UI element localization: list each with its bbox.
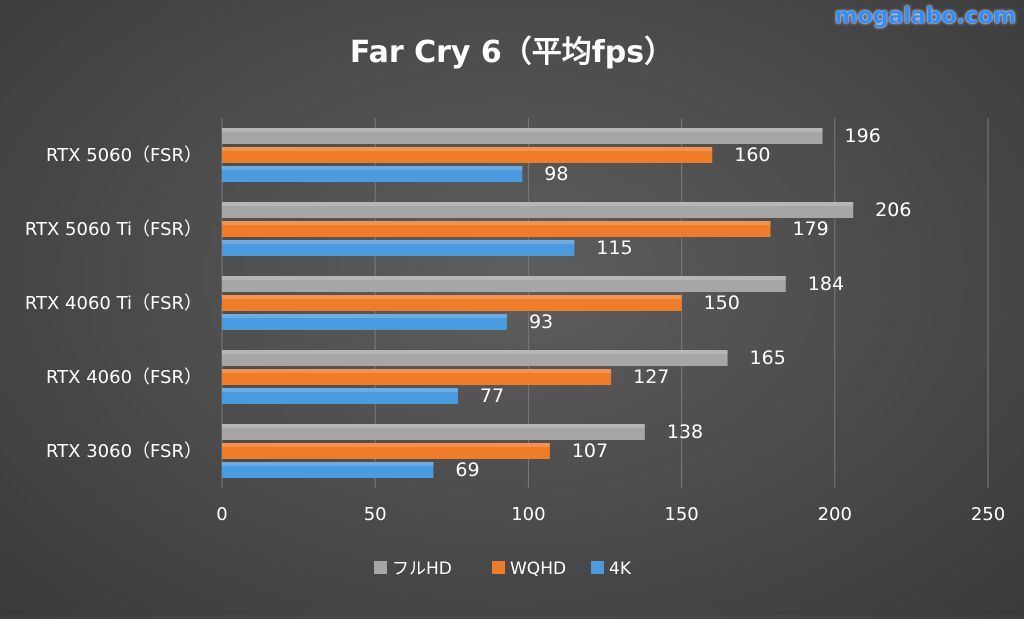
bar <box>222 128 823 144</box>
bar-highlight <box>222 166 523 170</box>
x-axis-ticks: 0 50 100 150 200 250 <box>216 504 1005 525</box>
legend: フルHD WQHD 4K <box>374 559 632 579</box>
data-label: 127 <box>633 366 669 388</box>
data-label: 184 <box>808 273 844 295</box>
data-label: 107 <box>572 440 608 462</box>
data-label: 98 <box>544 163 568 185</box>
bar-highlight <box>222 240 575 244</box>
bar-highlight <box>222 462 434 466</box>
bar-highlight <box>222 350 728 354</box>
bar <box>222 240 575 256</box>
data-label: 206 <box>875 199 911 221</box>
data-label: 150 <box>704 292 740 314</box>
legend-swatch <box>492 561 505 574</box>
bar-highlight <box>222 202 854 206</box>
bar-highlight <box>222 128 823 132</box>
data-label: 165 <box>750 347 786 369</box>
category-label: RTX 4060（FSR） <box>46 367 202 388</box>
data-label: 69 <box>455 459 479 481</box>
bar <box>222 443 550 459</box>
x-tick-label: 250 <box>971 504 1005 525</box>
x-tick-label: 100 <box>511 504 545 525</box>
x-tick-label: 200 <box>818 504 852 525</box>
data-label: 138 <box>667 421 703 443</box>
bar <box>222 424 645 440</box>
category-label: RTX 3060（FSR） <box>46 441 202 462</box>
data-label: 196 <box>845 125 881 147</box>
y-axis-categories: RTX 5060（FSR） RTX 5060 Ti（FSR） RTX 4060 Ti… <box>25 145 202 462</box>
bar <box>222 462 434 478</box>
bar <box>222 166 523 182</box>
x-tick-label: 50 <box>364 504 387 525</box>
bar-highlight <box>222 276 786 280</box>
bar <box>222 221 771 237</box>
bar <box>222 388 458 404</box>
data-label: 77 <box>480 385 504 407</box>
bars <box>222 128 854 478</box>
legend-label: 4K <box>609 559 632 579</box>
bar <box>222 276 786 292</box>
bar-highlight <box>222 369 612 373</box>
category-label: RTX 5060（FSR） <box>46 145 202 166</box>
bar-highlight <box>222 388 458 392</box>
category-label: RTX 5060 Ti（FSR） <box>25 219 202 240</box>
data-label: 115 <box>596 237 632 259</box>
bar <box>222 147 713 163</box>
site-watermark: mogalabo.com <box>834 4 1016 29</box>
data-label: 179 <box>792 218 828 240</box>
x-tick-label: 150 <box>664 504 698 525</box>
bar <box>222 369 612 385</box>
x-tick-label: 0 <box>216 504 227 525</box>
bar-highlight <box>222 443 550 447</box>
bar-highlight <box>222 424 645 428</box>
legend-label: フルHD <box>392 559 452 579</box>
chart-title: Far Cry 6（平均fps） <box>350 35 674 70</box>
data-label: 160 <box>734 144 770 166</box>
bar-highlight <box>222 295 682 299</box>
bar <box>222 202 854 218</box>
bar-highlight <box>222 147 713 151</box>
legend-swatch <box>591 561 604 574</box>
bar <box>222 350 728 366</box>
data-label: 93 <box>529 311 553 333</box>
bar-highlight <box>222 221 771 225</box>
bar <box>222 314 507 330</box>
bar <box>222 295 682 311</box>
category-label: RTX 4060 Ti（FSR） <box>25 293 202 314</box>
legend-swatch <box>374 561 387 574</box>
data-labels: 196 160 98 206 179 115 184 150 93 165 127 77 138 107 6… <box>455 125 911 481</box>
bar-highlight <box>222 314 507 318</box>
legend-label: WQHD <box>510 559 566 579</box>
